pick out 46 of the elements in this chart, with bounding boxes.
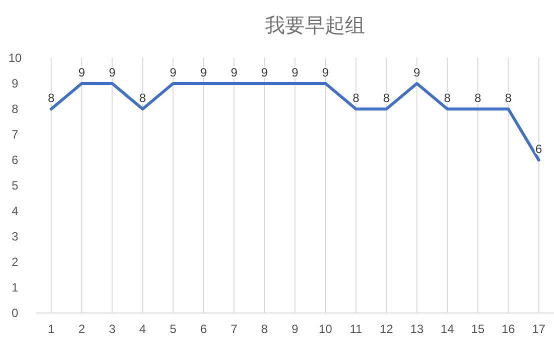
data-label: 8 bbox=[504, 91, 512, 105]
y-tick-label: 4 bbox=[12, 204, 19, 218]
y-tick-label: 1 bbox=[12, 280, 19, 294]
data-label: 9 bbox=[322, 66, 330, 80]
data-label: 8 bbox=[474, 91, 482, 105]
x-tick-label: 11 bbox=[350, 322, 362, 336]
x-tick-label: 14 bbox=[440, 322, 454, 336]
y-tick-label: 3 bbox=[12, 230, 19, 244]
data-label: 8 bbox=[48, 91, 55, 105]
data-label: 9 bbox=[261, 66, 268, 80]
data-label: 8 bbox=[383, 91, 390, 105]
x-tick-label: 9 bbox=[292, 322, 299, 336]
data-label: 9 bbox=[108, 66, 116, 80]
y-tick-label: 10 bbox=[8, 51, 22, 65]
x-tick-label: 2 bbox=[78, 322, 86, 336]
x-tick-label: 1 bbox=[48, 322, 55, 336]
x-tick-label: 15 bbox=[471, 322, 485, 336]
y-tick-label: 8 bbox=[12, 102, 19, 116]
y-tick-label: 6 bbox=[12, 153, 19, 167]
x-tick-label: 17 bbox=[532, 322, 546, 336]
x-tick-label: 4 bbox=[139, 322, 146, 336]
data-label: 8 bbox=[352, 91, 360, 105]
x-tick-label: 16 bbox=[502, 322, 516, 336]
data-label: 8 bbox=[139, 91, 146, 105]
y-tick-label: 2 bbox=[12, 255, 19, 269]
x-tick-label: 7 bbox=[230, 322, 238, 336]
data-label: 9 bbox=[170, 66, 177, 80]
data-label: 9 bbox=[78, 66, 86, 80]
data-label: 9 bbox=[414, 66, 421, 80]
x-tick-label: 8 bbox=[261, 322, 268, 336]
x-tick-label: 10 bbox=[318, 322, 332, 336]
data-label: 6 bbox=[535, 142, 542, 156]
x-tick-label: 5 bbox=[170, 322, 177, 336]
data-label: 8 bbox=[444, 91, 452, 105]
data-label: 9 bbox=[230, 66, 238, 80]
data-label: 9 bbox=[200, 66, 208, 80]
x-tick-label: 13 bbox=[410, 322, 424, 336]
y-tick-label: 7 bbox=[12, 128, 19, 142]
y-tick-label: 9 bbox=[12, 76, 19, 90]
x-tick-label: 3 bbox=[108, 322, 116, 336]
x-tick-label: 12 bbox=[380, 322, 394, 336]
chart-title: 我要早起组 bbox=[265, 15, 365, 37]
x-tick-label: 6 bbox=[200, 322, 208, 336]
data-label: 9 bbox=[292, 66, 299, 80]
y-tick-label: 5 bbox=[12, 178, 19, 192]
y-tick-label: 0 bbox=[12, 306, 19, 320]
